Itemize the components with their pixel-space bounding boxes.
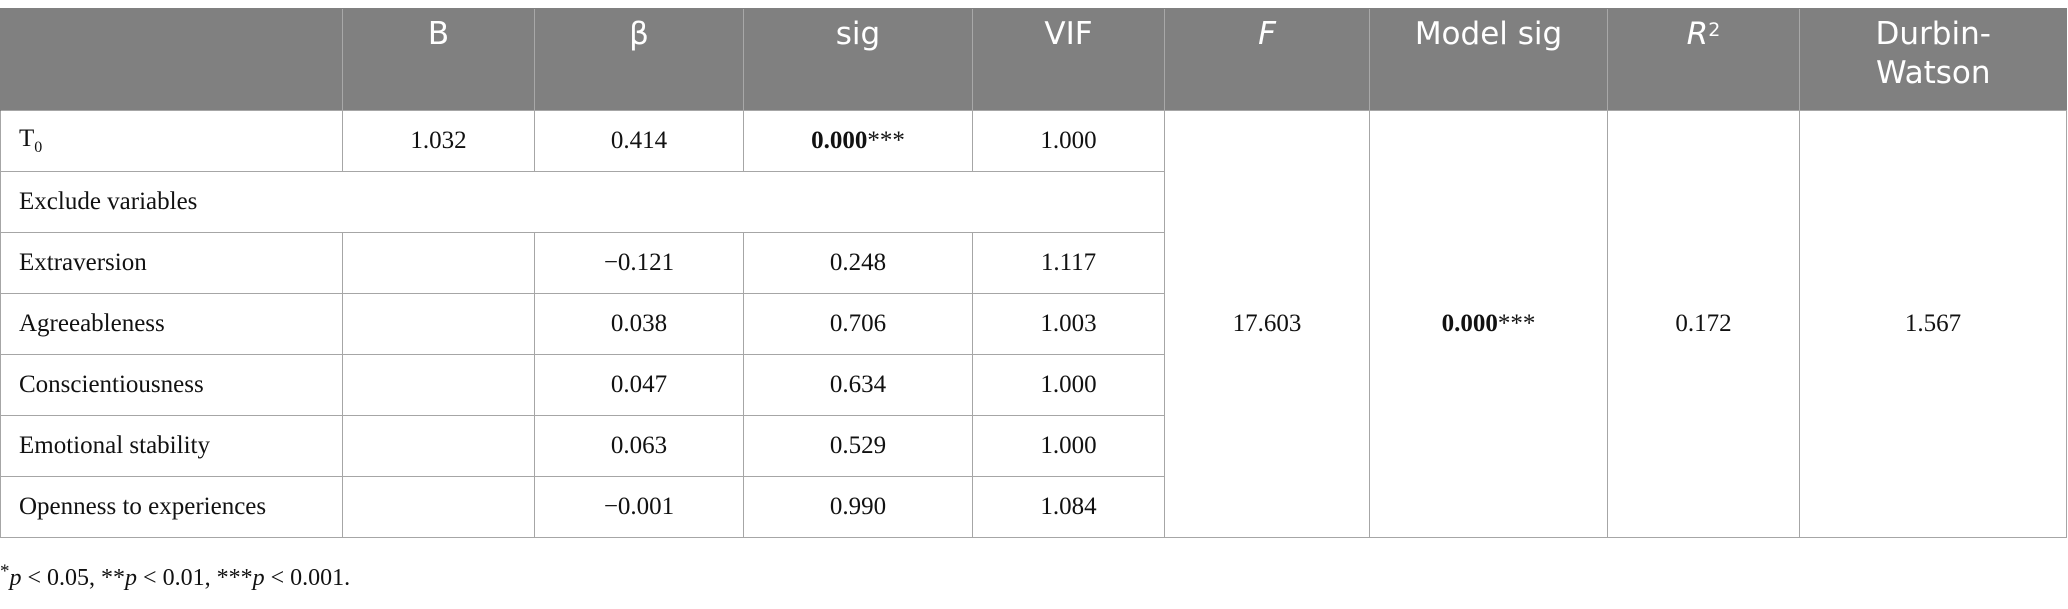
cell-sig-value: 0.000 [811, 127, 868, 154]
cell-b: 1.032 [342, 110, 535, 172]
table-row: Openness to experiences −0.001 0.990 1.0… [0, 476, 2067, 538]
cell-sig: 0.990 [743, 476, 973, 538]
header-row: B β sig VIF F Model sig R2 Durbin-Watson [0, 8, 2067, 111]
row-label: Emotional stability [0, 415, 343, 477]
cell-vif: 1.000 [972, 415, 1165, 477]
cell-beta: 0.047 [534, 354, 744, 416]
row-label: Conscientiousness [0, 354, 343, 416]
table-row: Emotional stability 0.063 0.529 1.000 [0, 415, 2067, 477]
cell-b [342, 293, 535, 355]
row-label-t0-base: T [19, 125, 35, 152]
footnote-p3: p [252, 565, 265, 591]
cell-b [342, 354, 535, 416]
cell-model-r2: 0.172 [1607, 110, 1800, 538]
cell-beta: −0.121 [534, 232, 744, 294]
row-label-exclude-variables: Exclude variables [0, 171, 1165, 233]
header-sig: sig [743, 8, 973, 111]
table-footnote: *p < 0.05, **p < 0.01, ***p < 0.001. [0, 561, 351, 592]
cell-vif: 1.000 [972, 354, 1165, 416]
footnote-t1: < 0.05, ** [21, 565, 126, 591]
cell-model-f: 17.603 [1164, 110, 1370, 538]
cell-vif: 1.000 [972, 110, 1165, 172]
cell-model-durbin-watson: 1.567 [1799, 110, 2067, 538]
table-row: Agreeableness 0.038 0.706 1.003 [0, 293, 2067, 355]
cell-b [342, 232, 535, 294]
cell-sig: 0.634 [743, 354, 973, 416]
row-label-t0: T0 [0, 110, 343, 172]
cell-sig: 0.248 [743, 232, 973, 294]
header-r2-sup: 2 [1708, 19, 1721, 41]
header-empty [0, 8, 343, 111]
cell-vif: 1.084 [972, 476, 1165, 538]
row-label: Extraversion [0, 232, 343, 294]
cell-beta: 0.038 [534, 293, 744, 355]
footnote-t2: < 0.01, *** [137, 565, 253, 591]
table-row: Conscientiousness 0.047 0.634 1.000 [0, 354, 2067, 416]
header-f: F [1164, 8, 1370, 111]
cell-model-sig: 0.000*** [1369, 110, 1608, 538]
cell-beta: −0.001 [534, 476, 744, 538]
cell-vif: 1.117 [972, 232, 1165, 294]
header-model-sig: Model sig [1369, 8, 1608, 111]
row-label: Openness to experiences [0, 476, 343, 538]
cell-sig: 0.529 [743, 415, 973, 477]
header-b: B [342, 8, 535, 111]
cell-sig: 0.706 [743, 293, 973, 355]
cell-model-sig-value: 0.000 [1441, 310, 1498, 337]
header-beta: β [534, 8, 744, 111]
cell-model-sig-stars: *** [1497, 310, 1536, 337]
footnote-p2: p [125, 565, 138, 591]
table-row: Extraversion −0.121 0.248 1.117 [0, 232, 2067, 294]
regression-table: B β sig VIF F Model sig R2 Durbin-Watson… [0, 8, 2067, 538]
table-row: T0 1.032 0.414 0.000*** 1.000 17.603 0.0… [0, 110, 2067, 538]
footnote-t3: < 0.001. [264, 565, 351, 591]
cell-beta: 0.063 [534, 415, 744, 477]
table-row: Exclude variables [0, 171, 2067, 233]
row-label-t0-sub: 0 [34, 139, 43, 156]
cell-beta: 0.414 [534, 110, 744, 172]
cell-vif: 1.003 [972, 293, 1165, 355]
cell-b [342, 476, 535, 538]
footnote-p1: p [9, 565, 22, 591]
header-r2: R2 [1607, 8, 1800, 111]
footnote-star: * [0, 561, 10, 582]
header-vif: VIF [972, 8, 1165, 111]
header-r2-base: R [1686, 16, 1709, 52]
cell-sig: 0.000*** [743, 110, 973, 172]
cell-b [342, 415, 535, 477]
cell-sig-stars: *** [867, 127, 905, 154]
regression-table-container: B β sig VIF F Model sig R2 Durbin-Watson… [0, 8, 2068, 538]
row-label: Agreeableness [0, 293, 343, 355]
header-durbin-watson: Durbin-Watson [1799, 8, 2067, 111]
